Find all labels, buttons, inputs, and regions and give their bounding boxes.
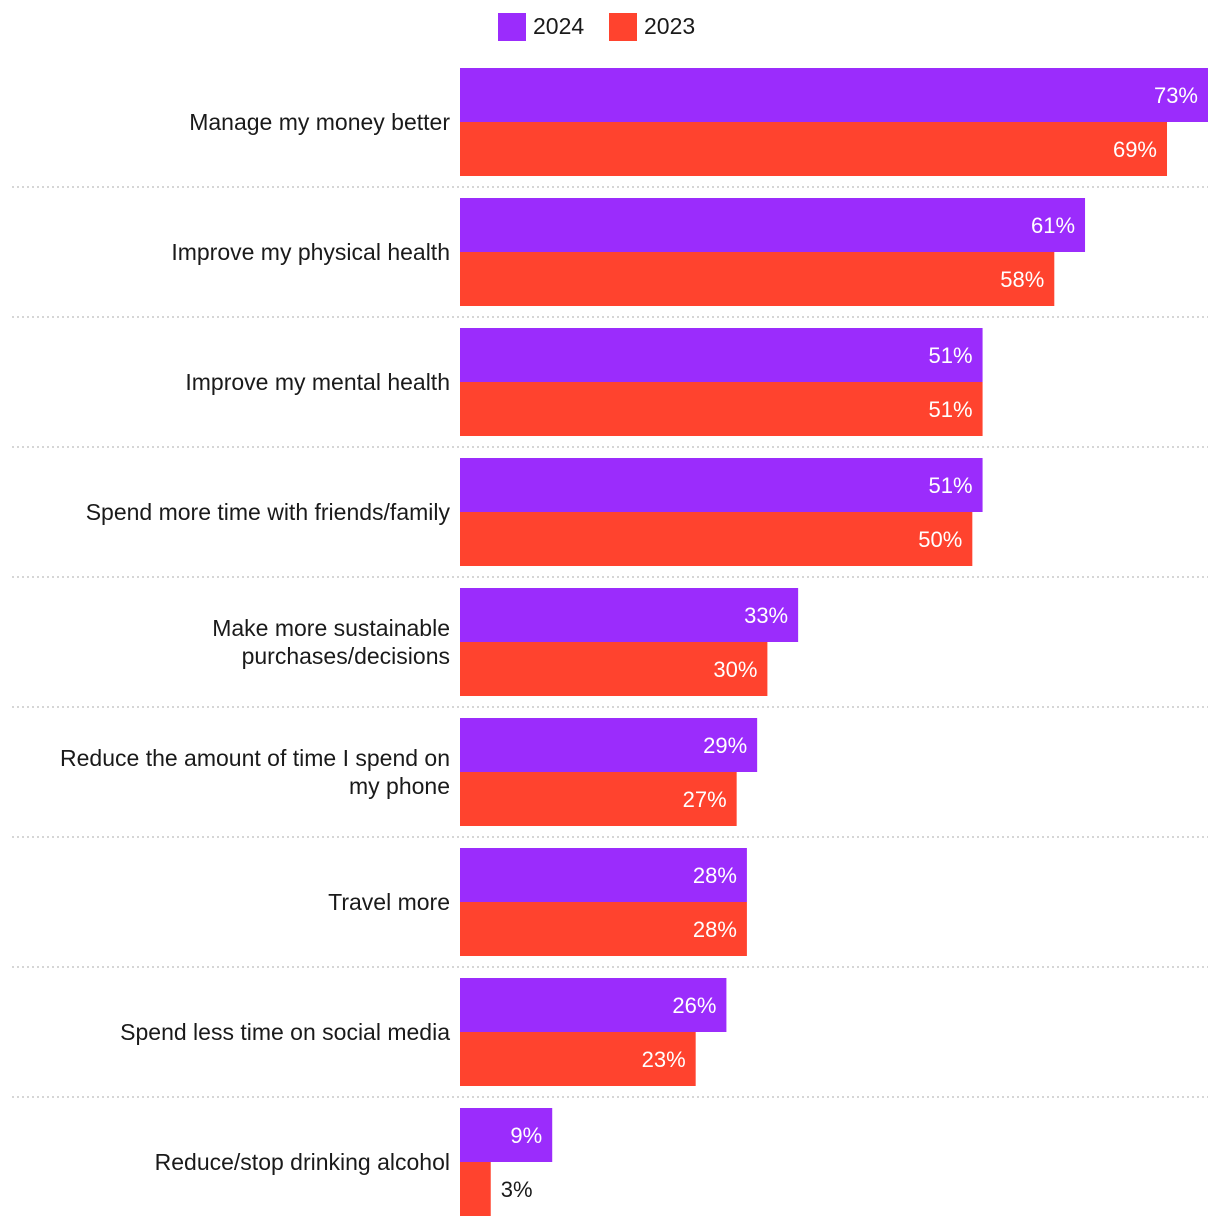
bar-2024 [460, 198, 1086, 252]
bar-2023 [460, 512, 973, 566]
row-separators [12, 186, 1208, 1098]
bar-2024 [460, 1108, 553, 1162]
data-label-2024: 33% [744, 603, 788, 628]
data-label-2023: 3% [501, 1177, 533, 1202]
legend-swatch-2023 [609, 13, 637, 41]
bar-2023 [460, 1032, 696, 1086]
category-label: Manage my money better [189, 109, 450, 135]
category-label: purchases/decisions [242, 643, 450, 669]
data-label-2023: 50% [918, 527, 962, 552]
bar-2024 [460, 328, 983, 382]
data-label-2023: 27% [683, 787, 727, 812]
category-label: Travel more [328, 889, 450, 915]
bar-2023 [460, 382, 983, 436]
bar-2024 [460, 458, 983, 512]
legend-label-2023: 2023 [644, 13, 695, 39]
bar-2023 [460, 122, 1168, 176]
data-label-2023: 51% [929, 397, 973, 422]
bar-2024 [460, 588, 799, 642]
data-label-2024: 51% [929, 473, 973, 498]
data-label-2023: 30% [713, 657, 757, 682]
bar-2024 [460, 978, 727, 1032]
category-label: Improve my physical health [171, 239, 450, 265]
category-label: Reduce/stop drinking alcohol [155, 1149, 450, 1175]
bar-2023 [460, 772, 737, 826]
data-label-2024: 61% [1031, 213, 1075, 238]
data-label-2024: 51% [929, 343, 973, 368]
bar-2023 [460, 1162, 491, 1216]
category-label: Make more sustainable [212, 615, 450, 641]
legend-label-2024: 2024 [533, 13, 584, 39]
value-labels: 73% 69% 61% 58% 51% 51% 51% 50% 33% 30% 29% 27% 28% 2… [501, 83, 1198, 1202]
category-label: Spend more time with friends/family [86, 499, 451, 525]
legend: 2024 2023 [498, 13, 695, 41]
legend-swatch-2024 [498, 13, 526, 41]
data-label-2023: 69% [1113, 137, 1157, 162]
category-label: my phone [349, 773, 450, 799]
data-label-2024: 29% [703, 733, 747, 758]
data-label-2024: 26% [672, 993, 716, 1018]
bar-2023 [460, 252, 1055, 306]
data-label-2023: 23% [642, 1047, 686, 1072]
category-label: Improve my mental health [185, 369, 450, 395]
category-label: Reduce the amount of time I spend on [60, 745, 450, 771]
data-label-2024: 9% [510, 1123, 542, 1148]
data-label-2024: 28% [693, 863, 737, 888]
data-label-2024: 73% [1154, 83, 1198, 108]
bar-2023 [460, 902, 747, 956]
bar-2024 [460, 848, 747, 902]
bar-2024 [460, 718, 758, 772]
bar-2024 [460, 68, 1208, 122]
bar-2023 [460, 642, 768, 696]
data-label-2023: 58% [1000, 267, 1044, 292]
data-label-2023: 28% [693, 917, 737, 942]
category-labels: Manage my money better Improve my physica… [60, 109, 450, 1175]
category-label: Spend less time on social media [120, 1019, 450, 1045]
bars [460, 68, 1208, 1216]
